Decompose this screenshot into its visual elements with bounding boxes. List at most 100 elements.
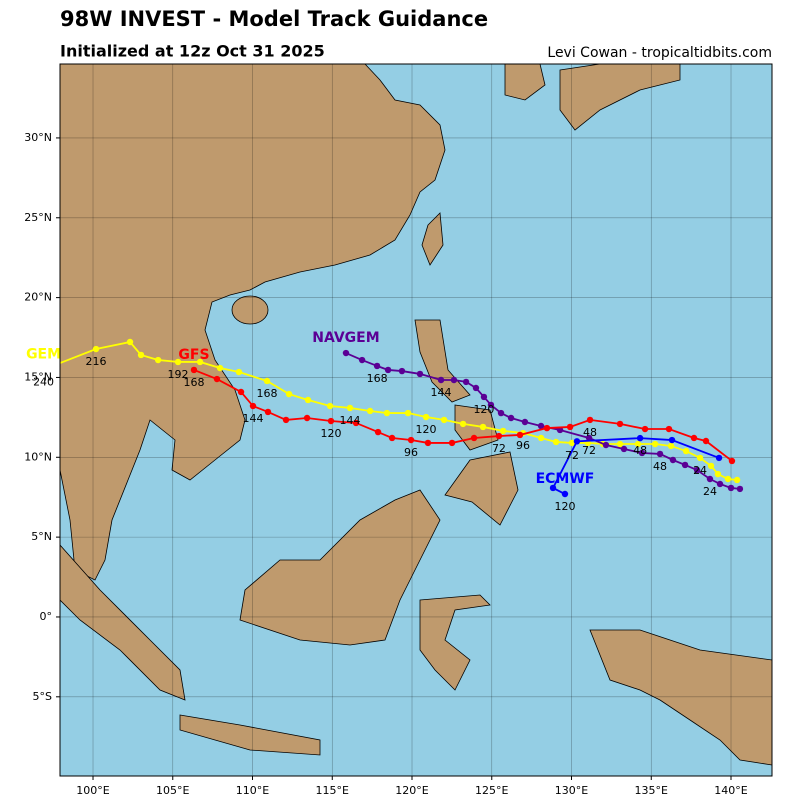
- track-point: [462, 378, 470, 386]
- track-point: [634, 440, 642, 448]
- track-point: [549, 484, 557, 492]
- track-point: [440, 416, 448, 424]
- track-point: [507, 414, 515, 422]
- track-point: [537, 422, 545, 430]
- y-tick-label: 20°N: [24, 291, 52, 304]
- hour-label: 24: [703, 485, 717, 498]
- track-point: [707, 462, 715, 470]
- track-line: [193, 369, 733, 462]
- y-tick-label: 10°N: [24, 450, 52, 463]
- hour-label: 192: [168, 368, 189, 381]
- track-point: [497, 409, 505, 417]
- track-point: [470, 434, 478, 442]
- plot-frame: [59, 63, 773, 777]
- land: [60, 64, 772, 766]
- x-tick-label: 125°E: [475, 784, 508, 797]
- track-point: [472, 384, 480, 392]
- track-point: [521, 418, 529, 426]
- track-point: [479, 423, 487, 431]
- hour-label: 96: [404, 446, 418, 459]
- hour-label: 168: [183, 376, 204, 389]
- track-point: [566, 423, 574, 431]
- track-point: [264, 408, 272, 416]
- hour-label: 120: [554, 500, 575, 513]
- track-point: [561, 490, 569, 498]
- track-point: [374, 428, 382, 436]
- track-point: [715, 454, 723, 462]
- track-point: [537, 434, 545, 442]
- track-point: [327, 417, 335, 425]
- track-point: [669, 456, 677, 464]
- x-tick-label: 105°E: [156, 784, 189, 797]
- track-point: [668, 436, 676, 444]
- track-point: [585, 434, 593, 442]
- track-point: [366, 407, 374, 415]
- model-name: NAVGEM: [312, 330, 379, 346]
- track-point: [342, 349, 350, 357]
- track-point: [499, 427, 507, 435]
- track-point: [249, 402, 257, 410]
- track-point: [216, 364, 224, 372]
- x-tick-label: 135°E: [635, 784, 668, 797]
- track-point: [690, 434, 698, 442]
- track-point: [303, 414, 311, 422]
- hour-label: 72: [582, 444, 596, 457]
- track-point: [727, 484, 735, 492]
- track-point: [282, 416, 290, 424]
- track-point: [696, 454, 704, 462]
- track-point: [373, 362, 381, 370]
- hour-label: 168: [367, 372, 388, 385]
- track-point: [651, 440, 659, 448]
- chart-subtitle: Initialized at 12z Oct 31 2025: [60, 42, 325, 61]
- track-point: [620, 445, 628, 453]
- track-point: [552, 438, 560, 446]
- track-point: [196, 358, 204, 366]
- track-point: [480, 393, 488, 401]
- x-tick-label: 110°E: [236, 784, 269, 797]
- y-tick-label: 0°: [40, 610, 53, 623]
- x-tick-label: 100°E: [76, 784, 109, 797]
- track-point: [398, 367, 406, 375]
- track-point: [543, 424, 551, 432]
- y-tick-label: 5°S: [33, 690, 52, 703]
- y-tick-label: 15°N: [24, 370, 52, 383]
- track-point: [437, 376, 445, 384]
- x-tick-label: 120°E: [395, 784, 428, 797]
- track-point: [495, 432, 503, 440]
- track-point: [304, 396, 312, 404]
- y-tick-label: 25°N: [24, 211, 52, 224]
- track-point: [736, 485, 744, 493]
- track-point: [487, 401, 495, 409]
- hour-label: 120: [473, 403, 494, 416]
- track-point: [404, 409, 412, 417]
- track-point: [424, 439, 432, 447]
- track-point: [616, 420, 624, 428]
- hour-label: 144: [242, 412, 263, 425]
- track-point: [174, 358, 182, 366]
- track-point: [573, 438, 581, 445]
- track-point: [326, 402, 334, 410]
- track-point: [586, 416, 594, 424]
- hour-label: 216: [86, 355, 107, 368]
- x-tick-label: 130°E: [555, 784, 588, 797]
- hour-label: 48: [653, 460, 667, 473]
- track-point: [235, 368, 243, 376]
- track-point: [190, 366, 198, 374]
- track-point: [237, 388, 245, 396]
- track-point: [285, 390, 293, 398]
- track-point: [616, 440, 624, 448]
- track-point: [702, 437, 710, 445]
- track-point: [665, 425, 673, 433]
- track-point: [422, 413, 430, 421]
- track-point: [693, 466, 701, 474]
- track-point: [681, 461, 689, 469]
- y-tick-label: 30°N: [24, 131, 52, 144]
- track-point: [448, 439, 456, 447]
- hour-label: 240: [33, 375, 54, 388]
- track-point: [388, 434, 396, 442]
- track-point: [636, 434, 644, 442]
- hour-label: 48: [633, 444, 647, 457]
- hour-label: 144: [431, 386, 452, 399]
- x-tick-label: 140°E: [714, 784, 747, 797]
